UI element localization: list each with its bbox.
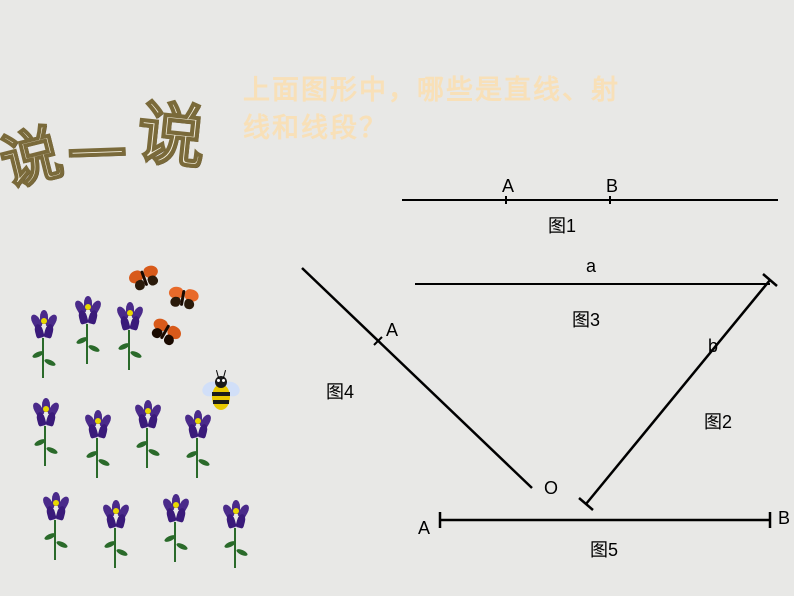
fig5-caption: 图5 [590,536,618,562]
fig2-line [586,280,770,504]
flower-icon [178,410,218,480]
flower-icon [78,410,118,480]
flower-icon [96,500,136,570]
flower-icon [156,494,196,564]
flower-icon [36,492,76,562]
fig4-label-o: O [544,478,558,499]
fig2-caption: 图2 [704,408,732,434]
flower-icon [26,398,66,468]
fig1-label-b: B [606,176,618,197]
fig3-caption: 图3 [572,306,600,332]
fig5-label-a: A [418,518,430,539]
flower-icon [110,302,150,372]
fig2-label-b: b [708,336,718,357]
fig1-label-a: A [502,176,514,197]
fig5-label-b: B [778,508,790,529]
fig4-label-a: A [386,320,398,341]
butterfly-icon [166,284,200,315]
bee-icon [198,368,244,418]
flower-icon [68,296,108,366]
flower-icon [24,310,64,380]
flower-icon [128,400,168,470]
fig3-label-a: a [586,256,596,277]
flower-icon [216,500,256,570]
fig1-caption: 图1 [548,212,576,238]
fig4-caption: 图4 [326,378,354,404]
